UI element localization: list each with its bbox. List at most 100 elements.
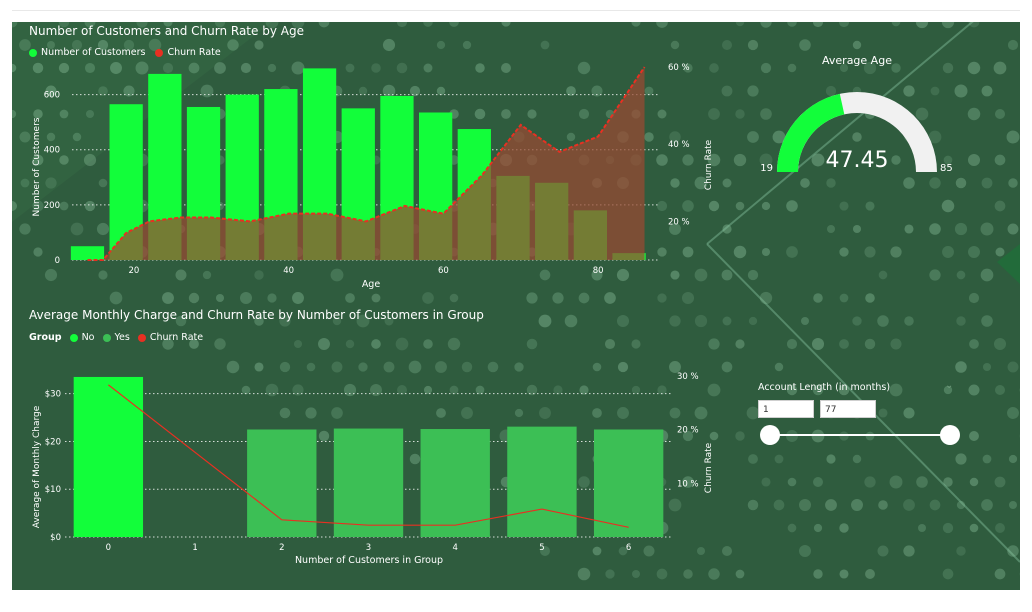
y2-axis-label: Churn Rate xyxy=(704,139,712,190)
age-chart-legend: Number of Customers Churn Rate xyxy=(29,47,221,58)
bg-dot xyxy=(84,200,96,212)
bg-dot xyxy=(616,314,630,328)
bg-dot xyxy=(643,545,655,557)
bg-dot xyxy=(1007,223,1019,235)
group-chart[interactable]: $0 $10 $20 $30 10 % 20 % 30 % 0 1 2 3 4 5 6 Number of … xyxy=(12,310,712,590)
bg-dot xyxy=(890,246,902,258)
bg-dot xyxy=(32,154,44,166)
bg-dot xyxy=(826,454,836,464)
bg-dot xyxy=(1007,361,1019,373)
bg-dot xyxy=(656,154,668,166)
bg-dot xyxy=(293,339,303,349)
bg-dot xyxy=(33,247,43,257)
bg-dot xyxy=(864,246,876,258)
bg-dot xyxy=(644,86,654,96)
bg-dot xyxy=(631,339,641,349)
bg-dot xyxy=(345,339,355,349)
bg-dot xyxy=(669,223,681,235)
legend-no-label[interactable]: No xyxy=(81,332,95,343)
bg-dot xyxy=(618,546,628,556)
bg-dot xyxy=(799,39,811,51)
bg-dot xyxy=(501,109,511,119)
bg-dot xyxy=(449,293,459,303)
bg-dot xyxy=(227,39,239,51)
bg-dot xyxy=(435,361,447,373)
legend-churn-label[interactable]: Churn Rate xyxy=(167,47,221,58)
bg-dot xyxy=(1008,178,1018,188)
bg-dot xyxy=(254,40,264,50)
bg-dot xyxy=(578,476,590,488)
bg-dot xyxy=(617,407,629,419)
slider-track[interactable] xyxy=(770,434,950,436)
bg-dot xyxy=(371,293,381,303)
bg-dot xyxy=(759,291,773,305)
bg-dot xyxy=(564,314,578,328)
bg-dot xyxy=(279,315,291,327)
bg-dot xyxy=(915,22,929,29)
bg-dot xyxy=(929,177,941,189)
top-border xyxy=(12,10,1020,11)
bg-dot xyxy=(903,85,915,97)
bg-dot xyxy=(148,38,162,52)
bg-dot xyxy=(592,362,602,372)
bg-dot xyxy=(20,178,30,188)
bg-dot xyxy=(306,362,316,372)
x-tick-label: 20 xyxy=(128,266,139,276)
bg-dot xyxy=(343,383,357,397)
bg-dot xyxy=(981,499,993,511)
bg-dot xyxy=(97,39,109,51)
bg-dot xyxy=(604,292,616,304)
bg-dot xyxy=(994,384,1006,396)
legend-churn-rate-label[interactable]: Churn Rate xyxy=(149,332,204,343)
bg-dot xyxy=(241,385,251,395)
slider-min-handle[interactable] xyxy=(760,425,780,445)
bg-dot xyxy=(592,546,602,556)
legend-customers-label[interactable]: Number of Customers xyxy=(41,47,146,58)
bg-dot xyxy=(566,132,576,142)
bg-dot xyxy=(969,431,979,441)
bg-dot xyxy=(330,268,344,282)
bg-dot xyxy=(865,569,875,579)
bg-dot xyxy=(747,85,759,97)
bg-dot xyxy=(735,569,745,579)
bg-dot xyxy=(709,431,719,441)
bg-dot xyxy=(436,408,446,418)
bg-dot xyxy=(682,200,694,212)
slicer-min-input[interactable]: 1 xyxy=(758,400,814,418)
bg-dot xyxy=(852,132,862,142)
bg-dot xyxy=(787,477,797,487)
bg-dot xyxy=(982,362,992,372)
bg-dot xyxy=(825,85,837,97)
bg-dot xyxy=(449,22,459,27)
age-chart[interactable]: 0 200 400 600 20 % 40 % 60 % 20 40 60 80 Age Number … xyxy=(12,22,712,302)
chevron-down-icon[interactable]: ⌄ xyxy=(945,380,954,391)
bg-dot xyxy=(32,62,44,74)
bg-dot xyxy=(447,337,461,351)
bg-dot xyxy=(527,109,537,119)
bg-dot xyxy=(786,384,798,396)
bg-dot xyxy=(85,109,95,119)
average-age-gauge[interactable]: Average Age 47.45 19 85 xyxy=(742,42,972,192)
group-chart-title: Average Monthly Charge and Churn Rate by… xyxy=(29,308,484,322)
bg-dot xyxy=(903,545,915,557)
gauge-fill xyxy=(777,93,845,172)
bg-dot xyxy=(670,178,680,188)
bg-dot xyxy=(852,316,862,326)
bg-dot xyxy=(746,406,760,420)
bg-dot xyxy=(226,360,240,374)
gauge-title: Average Age xyxy=(822,54,892,67)
legend-yes-label[interactable]: Yes xyxy=(114,332,130,343)
group-chart-legend: Group No Yes Churn Rate xyxy=(29,332,203,343)
bg-dot xyxy=(59,155,69,165)
bg-dot xyxy=(760,62,772,74)
slicer-max-input[interactable]: 77 xyxy=(820,400,876,418)
legend-no-dot xyxy=(69,333,78,342)
slider-max-handle[interactable] xyxy=(940,425,960,445)
bg-dot xyxy=(993,61,1007,75)
y-tick-label: 0 xyxy=(55,256,60,266)
bg-dot xyxy=(162,62,174,74)
y-tick-label: 400 xyxy=(44,146,60,156)
bg-dot xyxy=(12,63,17,73)
y-tick-label: $10 xyxy=(45,485,61,495)
gauge-min-label: 19 xyxy=(760,163,773,174)
